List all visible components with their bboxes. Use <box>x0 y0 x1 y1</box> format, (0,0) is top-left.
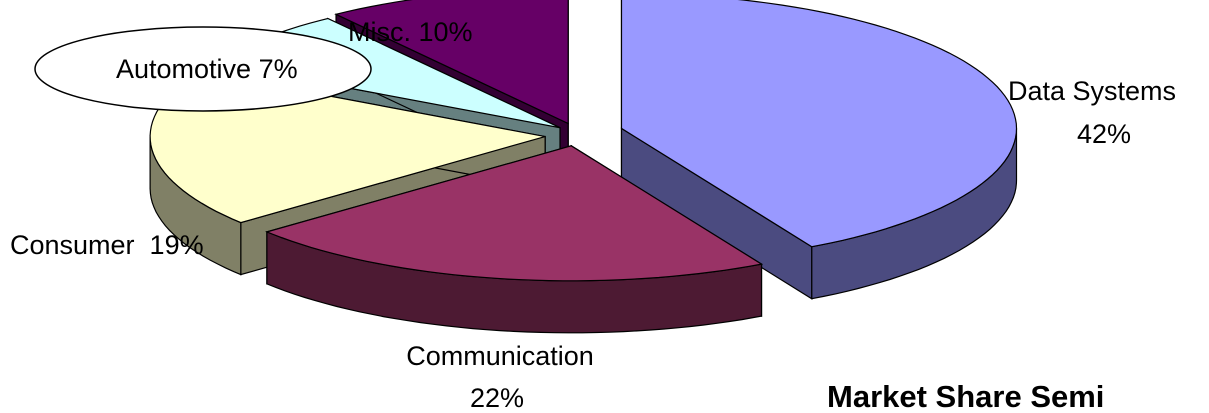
pie-slice-communication-top <box>265 145 764 282</box>
pie-slice-data-systems <box>620 0 1018 300</box>
chart-title: Market Share Semi <box>827 379 1104 413</box>
slice-label-communication-name: Communication <box>406 341 594 371</box>
pie-slice-communication <box>265 144 764 334</box>
pie-slice-misc-top <box>334 0 569 125</box>
slice-label-misc: Misc. 10% <box>348 17 473 47</box>
slice-label-data-systems-percent: 42% <box>1077 119 1131 149</box>
slice-label-data-systems-name: Data Systems <box>1008 76 1176 106</box>
pie-slice-data-systems-top <box>620 0 1018 248</box>
slice-label-automotive: Automotive 7% <box>116 54 298 84</box>
automotive-callout-oval <box>34 26 372 112</box>
slice-label-communication-percent: 22% <box>470 383 524 413</box>
slice-label-consumer: Consumer 19% <box>10 230 204 260</box>
